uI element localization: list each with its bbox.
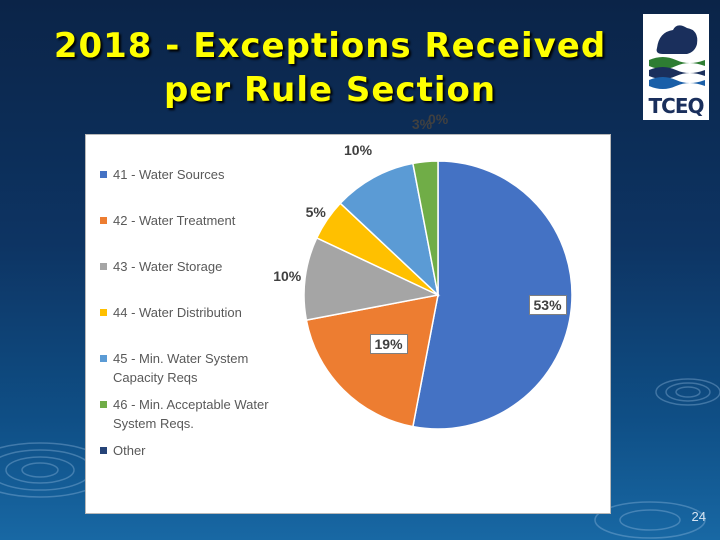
pie-chart <box>303 160 573 430</box>
legend-label: Other <box>113 443 146 458</box>
legend-swatch <box>100 309 107 316</box>
tceq-logo-mark <box>647 18 705 89</box>
data-label: 10% <box>344 141 373 158</box>
pie-slice <box>412 160 439 296</box>
legend-label: 46 - Min. Acceptable Water System Reqs. <box>113 397 269 431</box>
slide-title-line-1: 2018 - Exceptions Received <box>53 26 607 66</box>
legend-label: 44 - Water Distribution <box>113 305 242 320</box>
pie-slice <box>412 160 573 430</box>
slide-title: 2018 - Exceptions Received per Rule Sect… <box>30 24 630 112</box>
legend-swatch <box>100 217 107 224</box>
data-label: 3% <box>411 115 433 132</box>
legend-swatch <box>100 355 107 362</box>
legend-label: 41 - Water Sources <box>113 167 225 182</box>
pie-slice <box>339 162 440 298</box>
data-label: 19% <box>369 334 408 355</box>
data-label: 10% <box>273 267 302 284</box>
data-label: 5% <box>305 203 326 220</box>
legend-swatch <box>100 401 107 408</box>
logo-text: TCEQ <box>648 94 705 118</box>
data-label: 53% <box>528 295 567 316</box>
legend-swatch <box>100 171 107 178</box>
legend-label: 43 - Water Storage <box>113 259 223 274</box>
pie-slice <box>303 236 441 321</box>
tceq-logo: TCEQ <box>643 14 709 120</box>
slide-title-line-2: per Rule Section <box>163 70 497 110</box>
legend-label: 42 - Water Treatment <box>113 213 236 228</box>
pie-slice <box>305 294 439 428</box>
legend-swatch <box>100 447 107 454</box>
legend-swatch <box>100 263 107 270</box>
legend-label: 45 - Min. Water System Capacity Reqs <box>113 351 249 385</box>
page-number: 24 <box>691 509 706 524</box>
chart-panel: 41 - Water Sources 42 - Water Treatment 43… <box>85 111 611 514</box>
data-label: 0% <box>428 111 449 127</box>
